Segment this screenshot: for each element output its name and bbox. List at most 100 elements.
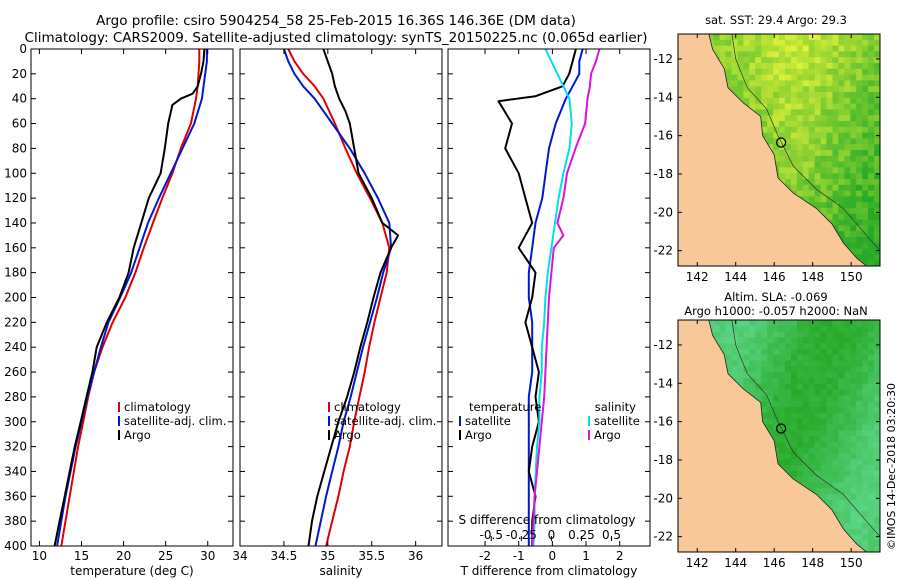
depth-tick-label: 280 [4,390,27,404]
legend-label: Argo [334,428,361,442]
depth-tick-label: 320 [4,440,27,454]
legend-label: climatology [124,400,191,414]
map-y-tick-label: -14 [653,90,673,104]
depth-tick-label: 360 [4,489,27,503]
sst-land [678,34,868,266]
x-tick-label: 0 [549,549,557,563]
temperature-line-satellite-adj-clim- [56,49,208,546]
legend-label: climatology [334,400,401,414]
s-tick-label: -0.25 [506,528,537,542]
depth-tick-label: 40 [12,92,27,106]
depth-tick-label: 400 [4,539,27,553]
difference-line-t-argo [497,49,577,546]
x-tick-label: 35 [320,549,335,563]
sst-map-title: sat. SST: 29.4 Argo: 29.3 [705,13,847,27]
x-tick-label: 20 [116,549,131,563]
depth-tick-label: 340 [4,464,27,478]
depth-tick-label: 140 [4,216,27,230]
sla-map-title-1: Altim. SLA: -0.069 [724,290,828,304]
difference-line-s-argo [531,49,601,546]
depth-tick-label: 260 [4,365,27,379]
x-tick-label: 35.5 [358,549,385,563]
s-tick-label: 0 [548,528,556,542]
sla-land [678,320,868,552]
map-x-tick-label: 146 [763,270,786,284]
sla-shelf-contour [731,320,880,537]
s-tick-label: 0.5 [602,528,621,542]
legend-label: satellite [594,414,640,428]
depth-tick-label: 180 [4,266,27,280]
depth-tick-label: 120 [4,191,27,205]
map-y-tick-label: -16 [653,129,673,143]
depth-tick-label: 160 [4,241,27,255]
temperature-panel: 0 20 40 60 80 100 120 140 160 180 200 220 240 260 280 3… [4,42,234,578]
x-tick-label: 34 [232,549,247,563]
t-difference-xlabel: T difference from climatology [460,564,638,578]
temperature-line-climatology [60,49,201,546]
salinity-panel: 34 34.5 35 35.5 36 climatologysatellite-adj.… [232,48,443,578]
map-y-tick-label: -12 [653,52,673,66]
difference-panel: -2 -1 0 1 2-0.5 -0.25 0 0.25 0.5 temperaturesate… [447,48,651,578]
map-y-tick-label: -20 [653,491,673,505]
x-tick-label: -2 [479,549,491,563]
x-tick-label: 1 [582,549,590,563]
map-x-tick-label: 142 [686,270,709,284]
map-y-tick-label: -18 [653,453,673,467]
map-x-tick-label: 150 [840,556,863,570]
legend-label: satellite-adj. clim. [124,414,226,428]
depth-tick-label: 200 [4,291,27,305]
map-y-tick-label: -16 [653,415,673,429]
salinity-xlabel: salinity [319,564,362,578]
legend-label: Argo [465,428,492,442]
title-line-1: Argo profile: csiro 5904254_58 25-Feb-20… [96,13,576,29]
map-x-tick-label: 146 [763,556,786,570]
depth-tick-label: 0 [19,42,27,56]
legend-label: satellite [465,414,511,428]
sst-argo-marker [775,137,787,148]
sst-map-frame [677,33,881,267]
temperature-line-argo [53,49,206,546]
temperature-xlabel: temperature (deg C) [70,564,193,578]
depth-tick-label: 100 [4,166,27,180]
x-tick-label: 10 [32,549,47,563]
sla-map-panel: Altim. SLA: -0.069 Argo h1000: -0.057 h2… [653,290,881,570]
x-tick-label: -1 [513,549,525,563]
map-y-tick-label: -14 [653,376,673,390]
legend-salinity-title: salinity [595,400,636,414]
sla-argo-marker [775,423,787,434]
x-tick-label: 2 [616,549,624,563]
salinity-line-argo [307,49,400,546]
depth-tick-label: 80 [12,141,27,155]
legend-label: Argo [594,428,621,442]
depth-tick-label: 220 [4,315,27,329]
legend-label: satellite-adj. clim. [334,414,436,428]
map-y-tick-label: -22 [653,244,673,258]
x-tick-label: 34.5 [271,549,298,563]
s-difference-label: S difference from climatology [459,513,636,527]
sst-shelf-contour [731,34,880,251]
salinity-line-satellite-adj-clim- [282,49,393,546]
difference-line-s-satellite [532,49,573,546]
x-tick-label: 30 [200,549,215,563]
x-tick-label: 36 [408,549,423,563]
salinity-line-climatology [287,49,391,546]
sla-map-frame [677,319,881,553]
legend-label: Argo [124,428,151,442]
title-line-2: Climatology: CARS2009. Satellite-adjuste… [25,30,648,46]
s-tick-label: -0.5 [480,528,503,542]
x-tick-label: 15 [74,549,89,563]
temperature-axes-frame [30,48,234,547]
map-y-tick-label: -20 [653,205,673,219]
sst-map-panel: sat. SST: 29.4 Argo: 29.3 142 144 146 148 15… [653,13,881,284]
salinity-axes-frame [239,48,443,547]
depth-tick-label: 20 [12,67,27,81]
x-tick-label: 25 [158,549,173,563]
map-x-tick-label: 144 [724,270,747,284]
map-y-tick-label: -18 [653,167,673,181]
s-tick-label: 0.25 [568,528,595,542]
depth-tick-label: 300 [4,415,27,429]
map-x-tick-label: 148 [801,270,824,284]
map-x-tick-label: 148 [801,556,824,570]
map-y-tick-label: -12 [653,338,673,352]
